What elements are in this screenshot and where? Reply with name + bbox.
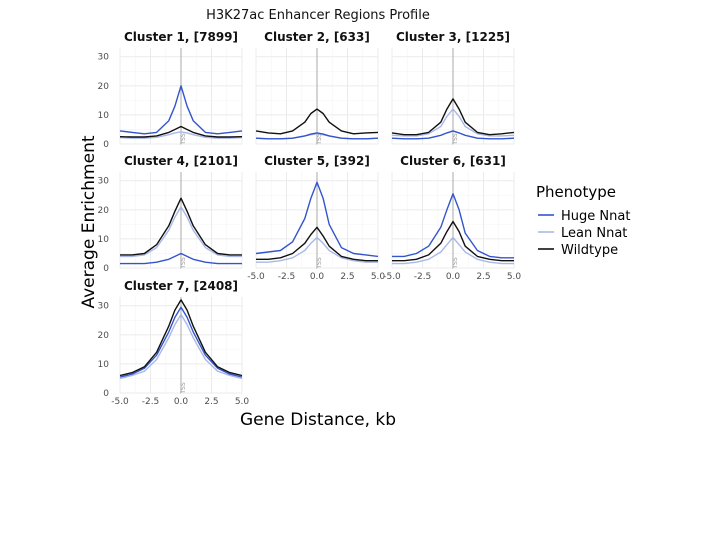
series-line-huge-nnat [119, 85, 243, 135]
x-tick-label: 2.5 [204, 397, 218, 407]
panel-strip-label: Cluster 7, [2408] [124, 279, 238, 293]
y-tick-label: 20 [98, 206, 110, 216]
series-line-huge-nnat [119, 306, 243, 378]
series-line-wildtype [391, 98, 515, 136]
series-line-lean-nnat [119, 131, 243, 139]
x-tick-label: 2.5 [476, 272, 490, 282]
x-tick-label: 5.0 [507, 272, 522, 282]
x-tick-label: 5.0 [371, 272, 386, 282]
series-line-lean-nnat [256, 236, 378, 263]
series-line-lean-nnat [391, 108, 515, 137]
legend-title: Phenotype [536, 183, 616, 201]
x-tick-label: 0.0 [310, 272, 325, 282]
legend-label: Lean Nnat [561, 226, 627, 241]
y-tick-label: 10 [98, 111, 110, 121]
y-tick-label: 30 [98, 53, 110, 63]
y-axis-title: Average Enrichment [79, 135, 99, 308]
series-line-huge-nnat [255, 132, 379, 140]
series-line-wildtype [119, 299, 243, 377]
x-axis-title: Gene Distance, kb [240, 410, 396, 430]
panel-strip-label: Cluster 6, [631] [400, 154, 506, 168]
series-line-wildtype [255, 108, 379, 135]
series-line-lean-nnat [119, 313, 243, 380]
y-tick-label: 0 [103, 264, 109, 274]
panel-strip-label: Cluster 1, [7899] [124, 30, 238, 44]
tss-label: TSS [180, 382, 187, 394]
x-tick-label: -2.5 [414, 272, 432, 282]
legend-entries: Huge Nnat Lean Nnat Wildtype [538, 209, 630, 258]
y-tick-label: 30 [98, 177, 110, 187]
cluster-panel: Cluster 5, [392] TSS -5.0 -2.5 0.0 2.5 5.0 [247, 154, 385, 282]
x-tick-label: -5.0 [111, 397, 129, 407]
y-tick-label: 0 [103, 389, 109, 399]
series-line-wildtype [256, 226, 378, 262]
tss-label: TSS [316, 257, 323, 269]
series-line-huge-nnat [392, 193, 514, 259]
legend-item: Lean Nnat [538, 226, 627, 241]
y-tick-label: 0 [103, 140, 109, 150]
x-tick-label: -5.0 [247, 272, 265, 282]
panel-strip-label: Cluster 2, [633] [264, 30, 370, 44]
y-tick-label: 20 [98, 82, 110, 92]
tss-label: TSS [452, 257, 459, 269]
series-line-huge-nnat [391, 130, 515, 140]
x-tick-label: 0.0 [174, 397, 189, 407]
x-tick-label: 5.0 [235, 397, 250, 407]
series-line-wildtype [120, 197, 242, 256]
series-line-huge-nnat [255, 181, 379, 258]
facet-panels: Cluster 1, [7899] TSS 0 10 20 30 Cluster 2, [6… [98, 30, 522, 407]
cluster-panel: Cluster 2, [633] TSS [255, 30, 379, 146]
legend-label: Huge Nnat [561, 209, 630, 224]
series-line-wildtype [119, 125, 243, 138]
legend-item: Wildtype [538, 243, 618, 258]
legend: Phenotype Huge Nnat Lean Nnat Wildtype [536, 183, 630, 258]
panel-strip-label: Cluster 3, [1225] [396, 30, 510, 44]
x-tick-label: -2.5 [278, 272, 296, 282]
cluster-panel: Cluster 1, [7899] TSS 0 10 20 30 [98, 30, 243, 150]
legend-label: Wildtype [561, 243, 618, 258]
tss-label: TSS [316, 133, 323, 145]
panel-strip-label: Cluster 4, [2101] [124, 154, 238, 168]
y-tick-label: 10 [98, 360, 110, 370]
y-tick-label: 30 [98, 302, 110, 312]
x-tick-label: -2.5 [142, 397, 160, 407]
y-tick-label: 10 [98, 235, 110, 245]
series-line-huge-nnat [120, 252, 242, 265]
x-tick-label: -5.0 [383, 272, 401, 282]
tss-label: TSS [452, 133, 459, 145]
cluster-panel: Cluster 4, [2101] TSS 0 10 20 30 [98, 154, 243, 274]
x-tick-label: 0.0 [446, 272, 461, 282]
cluster-panel: Cluster 3, [1225] TSS [391, 30, 515, 146]
panel-strip-label: Cluster 5, [392] [264, 154, 370, 168]
tss-label: TSS [180, 133, 187, 145]
cluster-panel: Cluster 6, [631] TSS -5.0 -2.5 0.0 2.5 5.0 [383, 154, 521, 282]
series-line-wildtype [392, 220, 514, 262]
series-line-lean-nnat [392, 236, 514, 265]
series-line-lean-nnat [120, 206, 242, 258]
legend-item: Huge Nnat [538, 209, 630, 224]
x-tick-label: 2.5 [340, 272, 354, 282]
chart-title: H3K27ac Enhancer Regions Profile [206, 8, 430, 23]
cluster-panel: Cluster 7, [2408] TSS 0 10 20 30 -5.0 -2.5 0.0 2.… [98, 279, 250, 407]
y-tick-label: 20 [98, 331, 110, 341]
tss-label: TSS [180, 257, 187, 269]
